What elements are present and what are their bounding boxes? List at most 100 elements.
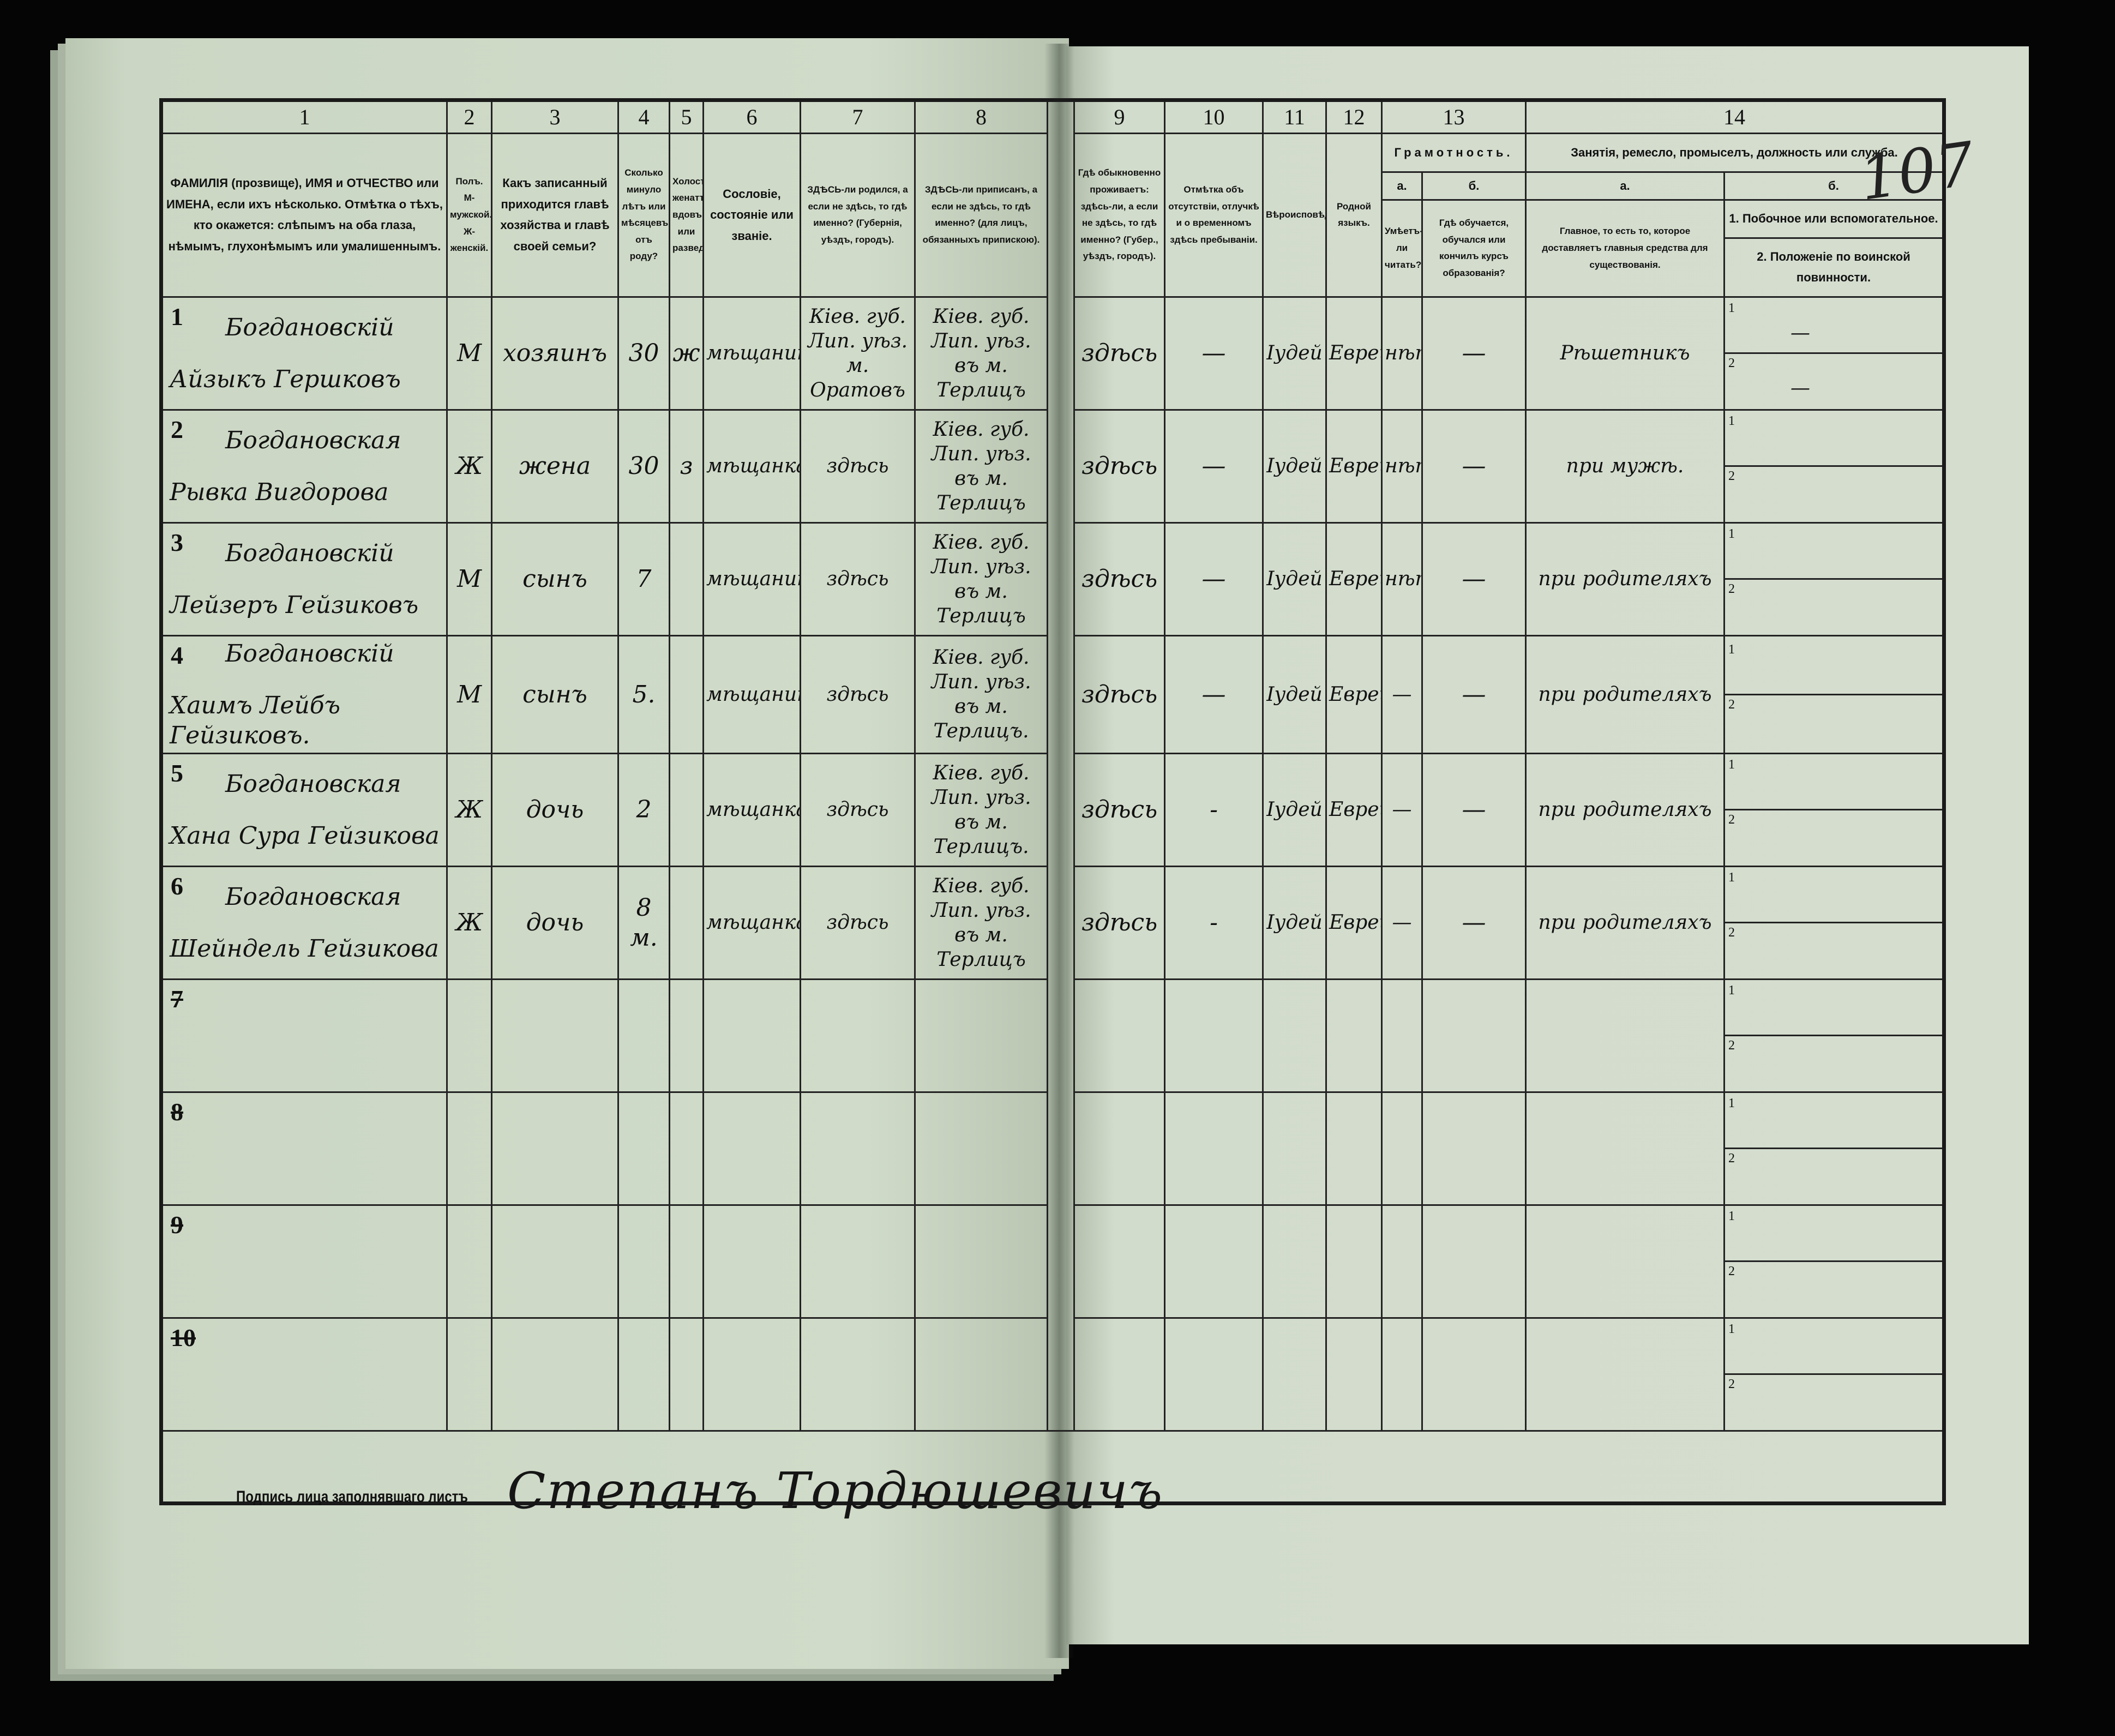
gutter-cell bbox=[1047, 979, 1075, 1092]
sub-label: 2 bbox=[1728, 582, 1735, 596]
sex-cell: Ж bbox=[446, 752, 492, 867]
marital-cell: з bbox=[669, 409, 704, 524]
header-14b-letter: б. bbox=[1723, 171, 1945, 201]
given-names: Айзыкъ Гершковъ bbox=[170, 365, 401, 393]
age-cell bbox=[617, 1317, 670, 1432]
marital-cell bbox=[669, 1091, 704, 1206]
registered-cell bbox=[914, 1317, 1048, 1432]
col-number: 11 bbox=[1262, 99, 1327, 134]
header-13a-letter: а. bbox=[1381, 171, 1423, 201]
education-cell: — bbox=[1421, 634, 1527, 754]
surname: Богдановскій bbox=[225, 639, 394, 668]
gutter-cell bbox=[1047, 522, 1075, 635]
name-cell: 6 Богдановская Шейндель Гейзикова bbox=[160, 865, 448, 980]
header-letter-row: а. б. а. б. bbox=[161, 171, 1945, 201]
language-cell bbox=[1325, 1091, 1383, 1206]
column-number-row: 1 2 3 4 5 6 7 8 9 10 11 12 13 14 bbox=[160, 99, 1945, 134]
reads-cell bbox=[1381, 1091, 1423, 1206]
name-cell: 2 Богдановская Рывка Вигдорова bbox=[160, 409, 448, 524]
reads-cell: — bbox=[1381, 752, 1423, 867]
religion-cell bbox=[1262, 1317, 1327, 1432]
sub-label: 2 bbox=[1728, 1151, 1735, 1166]
row-number: 6 bbox=[171, 872, 183, 900]
table-bottom-row bbox=[160, 1429, 1945, 1504]
birthplace-cell bbox=[800, 1317, 916, 1432]
marital-cell bbox=[669, 1204, 704, 1319]
gutter-cell bbox=[1047, 1092, 1075, 1205]
marital-cell: ж bbox=[669, 296, 704, 411]
name-cell: 10 bbox=[160, 1317, 448, 1432]
absence-cell: — bbox=[1164, 521, 1264, 636]
given-names: Хаимъ Лейбъ Гейзиковъ. bbox=[170, 691, 340, 749]
birthplace-cell: здѣсь bbox=[800, 409, 916, 524]
relation-cell: хозяинъ bbox=[491, 296, 619, 411]
gutter-cell bbox=[1047, 1318, 1075, 1431]
relation-cell: дочь bbox=[491, 865, 619, 980]
sub-label: 2 bbox=[1728, 1377, 1735, 1391]
sub-label: 1 bbox=[1728, 870, 1735, 885]
sex-cell: Ж bbox=[446, 865, 492, 980]
estate-cell: мѣщанка bbox=[702, 752, 801, 867]
absence-cell bbox=[1164, 1204, 1264, 1319]
registered-cell bbox=[914, 978, 1048, 1093]
absence-cell: - bbox=[1164, 865, 1264, 980]
education-cell: — bbox=[1421, 752, 1527, 867]
reads-cell bbox=[1381, 1204, 1423, 1319]
registered-cell: Кіев. губ. Лип. уѣз. въ м. Терлицъ bbox=[914, 865, 1048, 980]
surname: Богдановскій bbox=[225, 539, 394, 567]
language-cell: Еврей bbox=[1325, 409, 1383, 524]
reads-cell: нѣтъ bbox=[1381, 409, 1423, 524]
signature-label: Подпись лица заполнявшаго листъ bbox=[236, 1488, 468, 1506]
birthplace-cell bbox=[800, 1091, 916, 1206]
estate-cell: мѣщанка bbox=[702, 865, 801, 980]
education-cell bbox=[1421, 1317, 1527, 1432]
estate-cell bbox=[702, 1204, 801, 1319]
gutter-cell bbox=[1047, 866, 1075, 979]
residence-cell bbox=[1073, 1317, 1165, 1432]
sub-label: 1 bbox=[1728, 301, 1735, 315]
education-cell bbox=[1421, 978, 1527, 1093]
sub-label: 1 bbox=[1728, 1096, 1735, 1110]
education-cell: — bbox=[1421, 521, 1527, 636]
religion-cell bbox=[1262, 1204, 1327, 1319]
residence-cell: здѣсь bbox=[1073, 752, 1165, 867]
header-name: ФАМИЛІЯ (прозвище), ИМЯ и ОТЧЕСТВО или И… bbox=[160, 133, 448, 298]
name-cell: 4 Богдановскій Хаимъ Лейбъ Гейзиковъ. bbox=[160, 634, 448, 754]
age-cell bbox=[617, 1091, 670, 1206]
occupation-cell: Рѣшетникъ bbox=[1525, 296, 1725, 411]
military-status: 2 bbox=[1726, 1036, 1943, 1090]
military-status: 2 bbox=[1726, 1262, 1943, 1315]
sex-cell bbox=[446, 978, 492, 1093]
relation-cell: жена bbox=[491, 409, 619, 524]
education-cell: — bbox=[1421, 865, 1527, 980]
side-occupation: 1 bbox=[1726, 981, 1942, 1036]
relation-cell: сынъ bbox=[491, 521, 619, 636]
side-occupation: 1 bbox=[1726, 1094, 1942, 1149]
relation-cell: сынъ bbox=[491, 634, 619, 754]
absence-cell bbox=[1164, 1091, 1264, 1206]
marital-cell bbox=[669, 634, 704, 754]
estate-cell: мѣщанинъ bbox=[702, 296, 801, 411]
estate-cell: мѣщанинъ bbox=[702, 521, 801, 636]
marital-cell bbox=[669, 978, 704, 1093]
occupation-cell bbox=[1525, 1091, 1725, 1206]
given-names: Хана Сура Гейзикова bbox=[170, 821, 440, 850]
occupation-cell bbox=[1525, 1204, 1725, 1319]
marital-cell bbox=[669, 752, 704, 867]
header-14b: 1. Побочное или вспомогательное. 2. Поло… bbox=[1723, 199, 1945, 298]
col-number: 5 bbox=[669, 99, 704, 134]
residence-cell: здѣсь bbox=[1073, 865, 1165, 980]
relation-cell: дочь bbox=[491, 752, 619, 867]
header-estate: Сословіе, состояніе или званіе. bbox=[702, 133, 801, 298]
side-occupation: 1 bbox=[1726, 412, 1942, 467]
age-cell: 7 bbox=[617, 521, 670, 636]
residence-cell: здѣсь bbox=[1073, 296, 1165, 411]
